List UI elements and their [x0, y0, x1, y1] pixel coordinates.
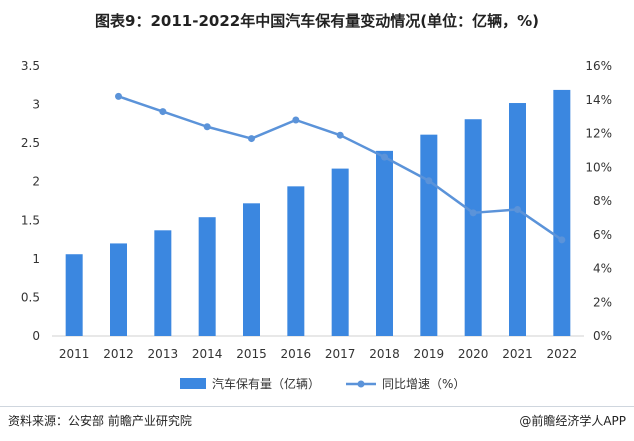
line-point	[248, 135, 255, 143]
y-right-tick-label: 2%	[593, 295, 612, 309]
y-left-tick-label: 3	[32, 98, 40, 112]
bar	[553, 89, 571, 337]
chart-axes: 0 0.5 1 1.5 2 2.5 3 3.5 0% 2% 4% 6% 8% 10% 12% 14% 16% 20…	[21, 59, 612, 361]
line-point	[558, 236, 566, 244]
x-tick-label: 2021	[502, 347, 533, 361]
legend-line-marker	[357, 380, 365, 388]
legend-bar-swatch	[180, 378, 206, 389]
bar	[376, 150, 393, 336]
y-right-tick-label: 6%	[593, 228, 612, 242]
line-series	[115, 92, 566, 244]
line-point	[514, 205, 521, 213]
legend-line-label: 同比增速（%）	[382, 377, 465, 391]
bar	[110, 243, 127, 336]
chart-title: 图表9：2011-2022年中国汽车保有量变动情况(单位：亿辆，%)	[95, 12, 539, 30]
y-left-tick-label: 2	[32, 175, 40, 189]
y-right-tick-label: 8%	[593, 194, 612, 208]
bar	[243, 203, 260, 336]
legend-bar-label: 汽车保有量（亿辆）	[212, 376, 320, 391]
bar	[65, 254, 83, 336]
x-tick-label: 2013	[148, 347, 179, 361]
footer-divider	[0, 406, 634, 407]
x-tick-label: 2011	[59, 347, 90, 361]
x-tick-label: 2019	[414, 347, 445, 361]
line-point	[336, 131, 344, 139]
bar	[509, 103, 526, 337]
bar	[287, 186, 305, 336]
x-tick-label: 2016	[281, 347, 312, 361]
chart-legend: 汽车保有量（亿辆） 同比增速（%）	[180, 376, 465, 391]
line-point	[381, 153, 388, 161]
y-left-tick-label: 1	[32, 252, 40, 266]
x-tick-label: 2014	[192, 347, 223, 361]
y-right-tick-label: 16%	[585, 59, 612, 73]
x-tick-label: 2022	[547, 347, 578, 361]
line-point	[469, 209, 477, 217]
bar	[198, 217, 216, 336]
brand-credit: @前瞻经济学人APP	[519, 414, 626, 428]
x-tick-label: 2017	[325, 347, 356, 361]
y-right-tick-label: 4%	[593, 262, 612, 276]
x-tick-label: 2012	[103, 347, 134, 361]
bar	[464, 119, 482, 336]
y-right-tick-label: 10%	[585, 160, 612, 174]
line-point	[159, 108, 167, 116]
line-point	[292, 116, 300, 124]
y-left-tick-label: 3.5	[21, 59, 40, 73]
line-point	[115, 92, 122, 100]
x-tick-label: 2015	[236, 347, 267, 361]
source-note: 资料来源：公安部 前瞻产业研究院	[8, 414, 192, 428]
x-tick-label: 2018	[369, 347, 400, 361]
bar	[331, 168, 349, 336]
bar	[154, 230, 172, 336]
x-tick-label: 2020	[458, 347, 489, 361]
line-point	[425, 177, 433, 185]
y-right-tick-label: 14%	[585, 93, 612, 107]
y-left-tick-label: 1.5	[21, 213, 40, 227]
y-left-tick-label: 2.5	[21, 136, 40, 150]
y-left-tick-label: 0	[32, 329, 40, 343]
y-left-tick-label: 0.5	[21, 290, 40, 304]
y-right-tick-label: 0%	[593, 329, 612, 343]
bar	[420, 134, 438, 336]
line-point	[203, 123, 211, 131]
y-right-tick-label: 12%	[585, 127, 612, 141]
